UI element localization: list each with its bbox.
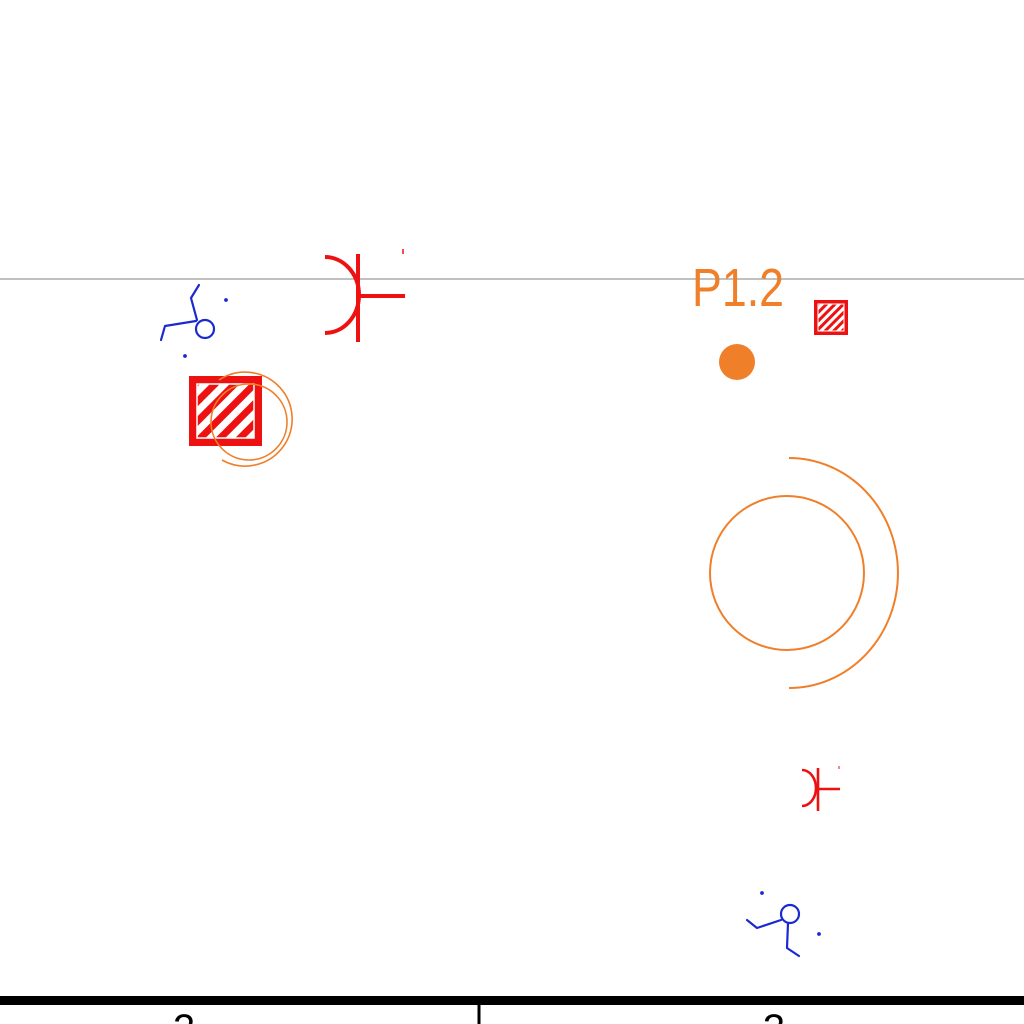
concentric-rings-icon <box>210 371 293 467</box>
antenna-receiver-icon <box>801 766 840 811</box>
axis-tick-label: 2 <box>173 1007 195 1024</box>
x-axis: 2 3 <box>0 996 1024 1024</box>
antenna-receiver-icon <box>324 249 405 342</box>
point-label: P1.2 <box>692 258 784 318</box>
axis-tick-label: 3 <box>763 1007 785 1024</box>
wheelchair-icon <box>745 891 821 958</box>
hatched-square-icon <box>814 300 848 335</box>
wheelchair-icon <box>159 283 228 358</box>
hatched-square-icon <box>189 376 262 446</box>
filled-dot-icon <box>719 344 755 380</box>
concentric-rings-icon <box>709 457 899 689</box>
